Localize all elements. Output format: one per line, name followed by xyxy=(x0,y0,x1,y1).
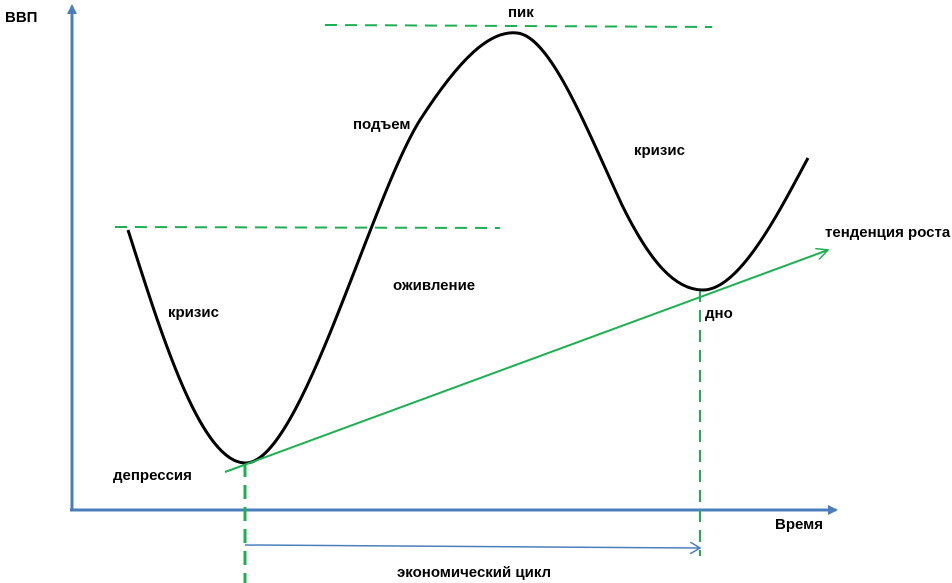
cycle-arrow xyxy=(244,545,700,548)
guide-line xyxy=(324,24,713,28)
phase-label: кризис xyxy=(634,142,685,159)
cycle-curve xyxy=(126,31,810,465)
x-axis-label: Время xyxy=(775,516,823,533)
trend-arrow xyxy=(224,250,828,473)
phase-label: пик xyxy=(508,4,534,21)
phase-label: оживление xyxy=(393,277,475,294)
guide-line xyxy=(114,226,501,229)
phase-label: кризис xyxy=(168,304,219,321)
y-axis-label: ВВП xyxy=(5,9,37,26)
cycle-label: экономический цикл xyxy=(397,564,551,581)
phase-label: тенденция роста xyxy=(825,224,951,241)
phase-label: дно xyxy=(705,305,733,322)
phase-label: подъем xyxy=(353,116,411,133)
phase-label: депрессия xyxy=(113,467,192,484)
